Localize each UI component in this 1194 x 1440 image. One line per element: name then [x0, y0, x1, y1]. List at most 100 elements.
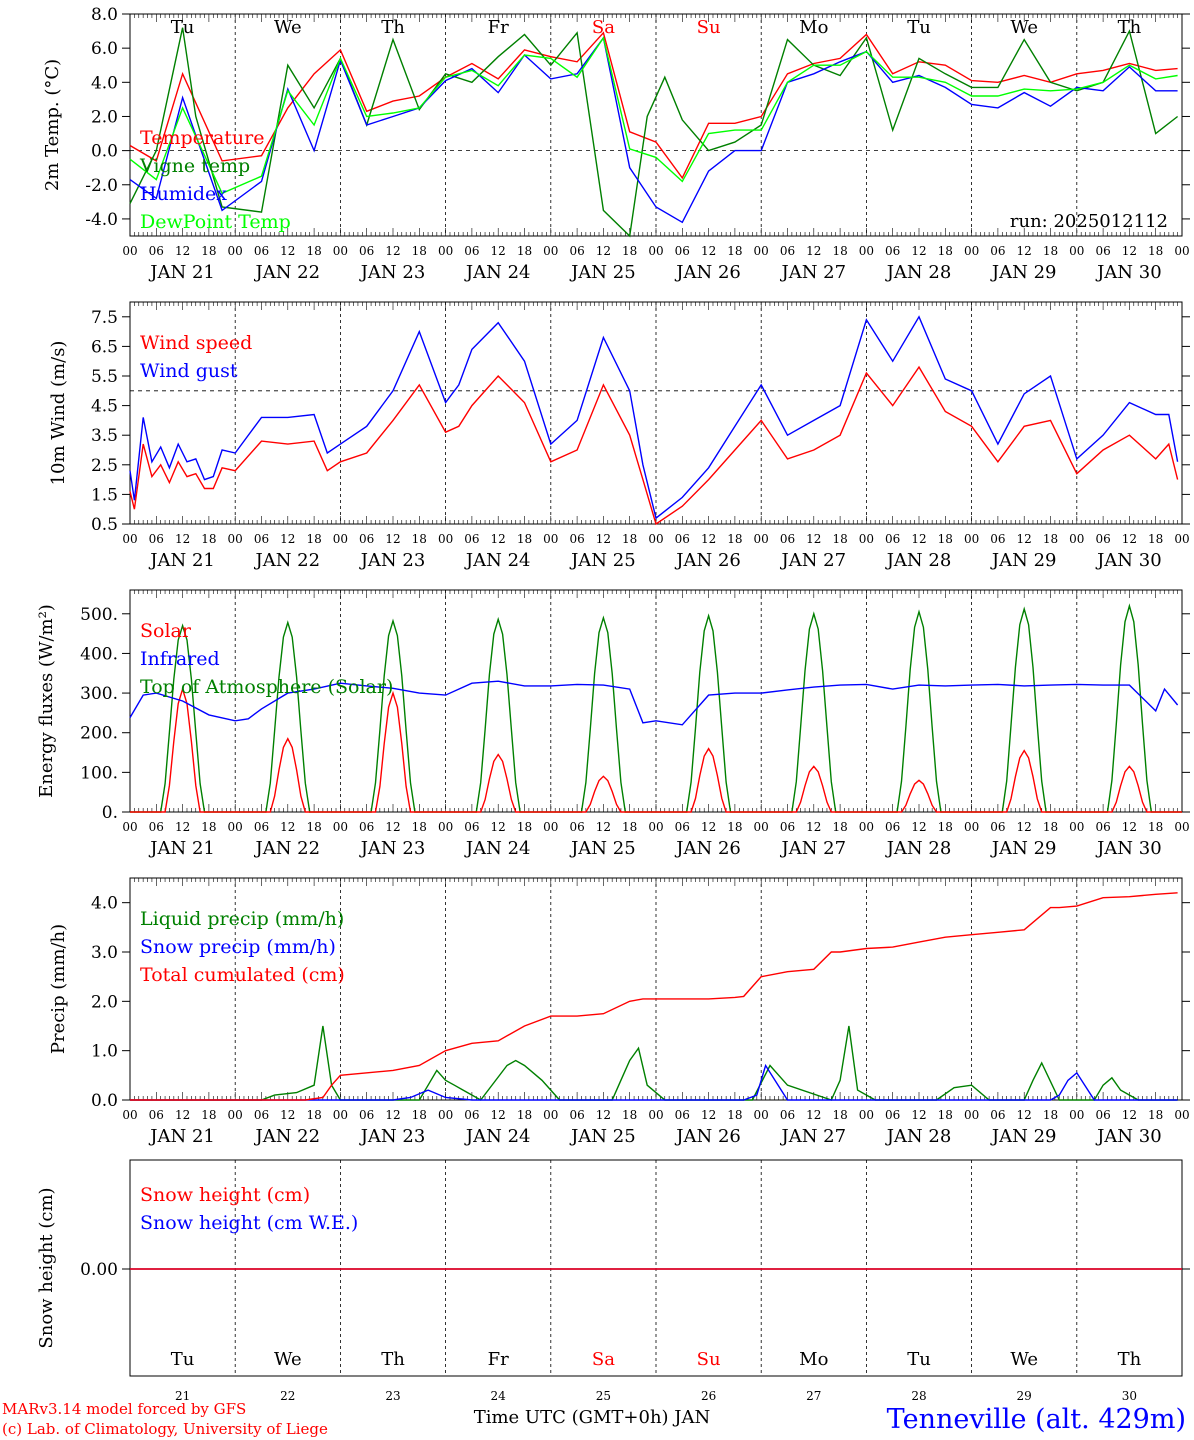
hour-tick-label: 18	[306, 244, 321, 258]
date-label: JAN 28	[885, 1126, 952, 1147]
date-label: JAN 30	[1095, 838, 1162, 859]
date-label: JAN 25	[569, 550, 636, 571]
hour-tick-label: 12	[1017, 532, 1032, 546]
hour-tick-label: 00	[1174, 820, 1189, 834]
day-letter: Fr	[488, 1349, 509, 1370]
date-label: JAN 25	[569, 262, 636, 283]
temperature-panel: 00 06 12 18 00 06 12 18 00 06 12 18 00 06 12 18 00 06 12 18…	[42, 5, 1190, 283]
hour-tick-label: 00	[964, 1108, 979, 1122]
hour-tick-label: 06	[1095, 820, 1110, 834]
date-label: JAN 21	[148, 550, 215, 571]
y-tick-label: 0.0	[91, 1091, 118, 1111]
hour-tick-label: 12	[175, 532, 190, 546]
hour-tick-label: 06	[149, 1108, 164, 1122]
hour-tick-label: 06	[464, 244, 479, 258]
hour-tick-label: 18	[1043, 1108, 1058, 1122]
hour-tick-label: 00	[754, 1108, 769, 1122]
y-tick-label: 0.00	[80, 1260, 118, 1280]
day-letter: We	[274, 1349, 302, 1370]
hour-tick-label: 00	[1069, 820, 1084, 834]
hour-tick-label: 18	[201, 532, 216, 546]
date-label: JAN 27	[780, 1126, 847, 1147]
hour-tick-label: 18	[412, 820, 427, 834]
series-line-2	[129, 36, 1178, 224]
y-tick-label: 4.0	[91, 73, 118, 93]
hour-tick-label: 12	[175, 1108, 190, 1122]
hour-tick-label: 06	[254, 244, 269, 258]
day-number: 22	[280, 1389, 295, 1403]
y-tick-label: 300.	[80, 684, 118, 704]
y-tick-label: 400.	[80, 644, 118, 664]
day-letter: Su	[697, 17, 721, 38]
date-label: JAN 30	[1095, 262, 1162, 283]
hour-tick-label: 00	[1174, 532, 1189, 546]
date-label: JAN 28	[885, 838, 952, 859]
hour-tick-label: 12	[1017, 1108, 1032, 1122]
hour-tick-label: 06	[885, 532, 900, 546]
hour-tick-label: 12	[1122, 1108, 1137, 1122]
hour-tick-label: 18	[412, 1108, 427, 1122]
day-letter: We	[1010, 17, 1038, 38]
hour-tick-label: 18	[1148, 244, 1163, 258]
date-label: JAN 21	[148, 262, 215, 283]
hour-tick-label: 18	[622, 244, 637, 258]
hour-tick-label: 18	[306, 1108, 321, 1122]
day-letter: Su	[697, 1349, 721, 1370]
station-name: Tenneville (alt. 429m)	[887, 1404, 1186, 1435]
hour-tick-label: 12	[385, 532, 400, 546]
date-label: JAN 29	[990, 1126, 1057, 1147]
hour-tick-label: 18	[1148, 532, 1163, 546]
day-number: 29	[1017, 1389, 1032, 1403]
hour-tick-label: 00	[333, 244, 348, 258]
hour-tick-label: 06	[149, 244, 164, 258]
day-letter: Mo	[799, 17, 828, 38]
date-label: JAN 23	[359, 550, 426, 571]
hour-tick-label: 00	[859, 1108, 874, 1122]
hour-tick-label: 00	[543, 820, 558, 834]
hour-tick-label: 00	[859, 820, 874, 834]
date-label: JAN 24	[464, 838, 531, 859]
y-axis-title: Precip (mm/h)	[48, 924, 69, 1054]
series-line-0	[129, 365, 1179, 526]
legend-entry: Temperature	[140, 127, 264, 149]
hour-tick-label: 00	[122, 244, 137, 258]
date-label: JAN 24	[464, 262, 531, 283]
hour-tick-label: 12	[1122, 244, 1137, 258]
hour-tick-label: 00	[1174, 244, 1189, 258]
footer-credit: (c) Lab. of Climatology, University of L…	[2, 1420, 328, 1438]
run-label: run: 2025012112	[1010, 211, 1168, 232]
date-label: JAN 27	[780, 550, 847, 571]
y-tick-label: 100.	[80, 763, 118, 783]
hour-tick-label: 06	[359, 1108, 374, 1122]
hour-tick-label: 12	[491, 820, 506, 834]
hour-tick-label: 06	[780, 820, 795, 834]
hour-tick-label: 18	[1148, 1108, 1163, 1122]
hour-tick-label: 12	[1017, 820, 1032, 834]
hour-tick-label: 00	[754, 244, 769, 258]
hour-tick-label: 00	[1069, 532, 1084, 546]
day-letter: Sa	[592, 17, 615, 38]
day-letter: Sa	[592, 1349, 615, 1370]
hour-tick-label: 12	[701, 244, 716, 258]
hour-tick-label: 18	[517, 820, 532, 834]
series-line-3	[129, 36, 1178, 195]
hour-tick-label: 06	[990, 820, 1005, 834]
hour-tick-label: 06	[780, 1108, 795, 1122]
hour-tick-label: 00	[122, 1108, 137, 1122]
date-label: JAN 27	[780, 838, 847, 859]
hour-tick-label: 12	[280, 244, 295, 258]
hour-tick-label: 12	[385, 820, 400, 834]
date-label: JAN 26	[674, 838, 741, 859]
y-tick-label: 0.	[102, 803, 118, 823]
y-tick-label: 500.	[80, 605, 118, 625]
hour-tick-label: 00	[1069, 1108, 1084, 1122]
hour-tick-label: 18	[517, 532, 532, 546]
hour-tick-label: 12	[701, 1108, 716, 1122]
hour-tick-label: 00	[648, 1108, 663, 1122]
day-number: 23	[385, 1389, 400, 1403]
hour-tick-label: 12	[280, 532, 295, 546]
hour-tick-label: 12	[596, 820, 611, 834]
day-letter: Tu	[907, 1349, 931, 1370]
day-letter: Th	[381, 1349, 405, 1370]
